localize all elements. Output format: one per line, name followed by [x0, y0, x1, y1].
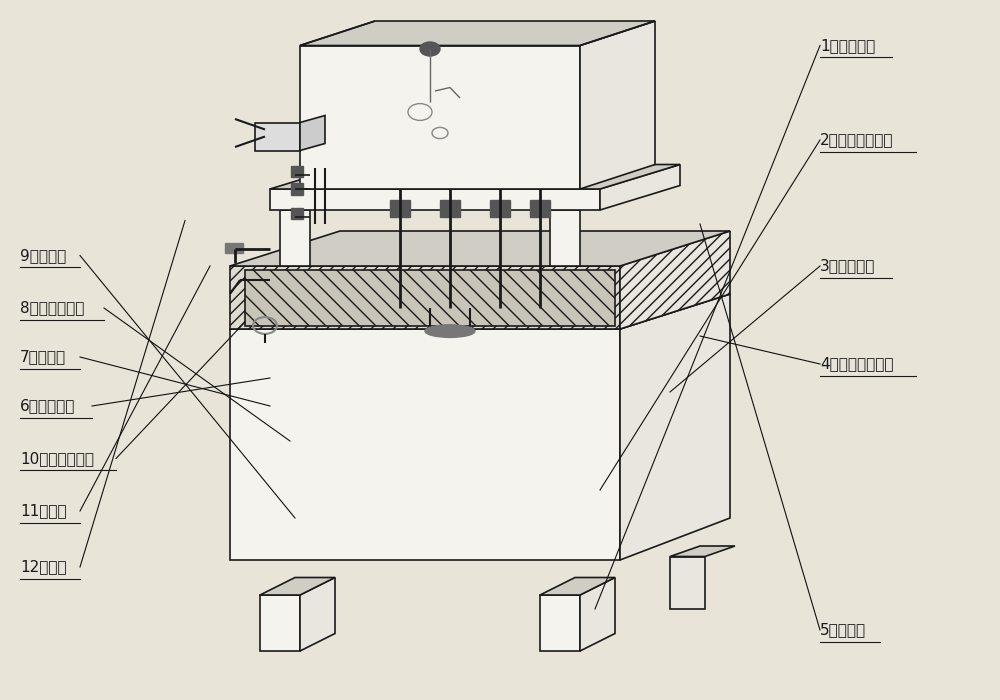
Polygon shape — [300, 578, 335, 651]
Bar — [490, 199, 510, 217]
Polygon shape — [620, 231, 730, 329]
Polygon shape — [670, 556, 705, 609]
Polygon shape — [670, 546, 735, 556]
Text: 1、上儲水筱: 1、上儲水筱 — [820, 38, 875, 53]
Text: 11、滤网: 11、滤网 — [20, 503, 67, 519]
Polygon shape — [230, 294, 730, 329]
Ellipse shape — [425, 325, 475, 337]
Polygon shape — [270, 164, 680, 189]
Polygon shape — [600, 164, 680, 210]
Text: 9、接触器: 9、接触器 — [20, 248, 66, 263]
Polygon shape — [230, 329, 620, 560]
Text: 12、垫块: 12、垫块 — [20, 559, 67, 575]
Polygon shape — [260, 578, 335, 595]
Bar — [440, 199, 460, 217]
Polygon shape — [550, 210, 580, 266]
Text: 5、补水泵: 5、补水泵 — [820, 622, 866, 638]
Polygon shape — [255, 122, 300, 150]
Bar — [225, 243, 243, 253]
Polygon shape — [300, 21, 655, 46]
Text: 10、放空清洗阀: 10、放空清洗阀 — [20, 451, 94, 466]
Text: 3、下儲水筱: 3、下儲水筱 — [820, 258, 875, 274]
Polygon shape — [540, 595, 580, 651]
Bar — [291, 183, 303, 195]
Bar — [530, 199, 550, 217]
Bar — [291, 166, 303, 177]
Polygon shape — [300, 116, 325, 150]
Polygon shape — [280, 210, 310, 266]
Text: 8、浮球液位计: 8、浮球液位计 — [20, 300, 84, 316]
Polygon shape — [620, 294, 730, 560]
Polygon shape — [270, 189, 600, 210]
Text: 6、补给水管: 6、补给水管 — [20, 398, 75, 414]
Polygon shape — [245, 270, 615, 326]
Text: 4、下儲水筱支座: 4、下儲水筱支座 — [820, 356, 894, 372]
Text: 2、上儲水筱支座: 2、上儲水筱支座 — [820, 132, 894, 148]
Polygon shape — [230, 266, 620, 329]
Text: 7、水龙头: 7、水龙头 — [20, 349, 66, 365]
Bar — [291, 208, 303, 219]
Bar — [390, 199, 410, 217]
Polygon shape — [580, 578, 615, 651]
Circle shape — [420, 42, 440, 56]
Polygon shape — [230, 231, 730, 266]
Polygon shape — [260, 595, 300, 651]
Polygon shape — [580, 21, 655, 189]
Polygon shape — [540, 578, 615, 595]
Polygon shape — [300, 46, 580, 189]
